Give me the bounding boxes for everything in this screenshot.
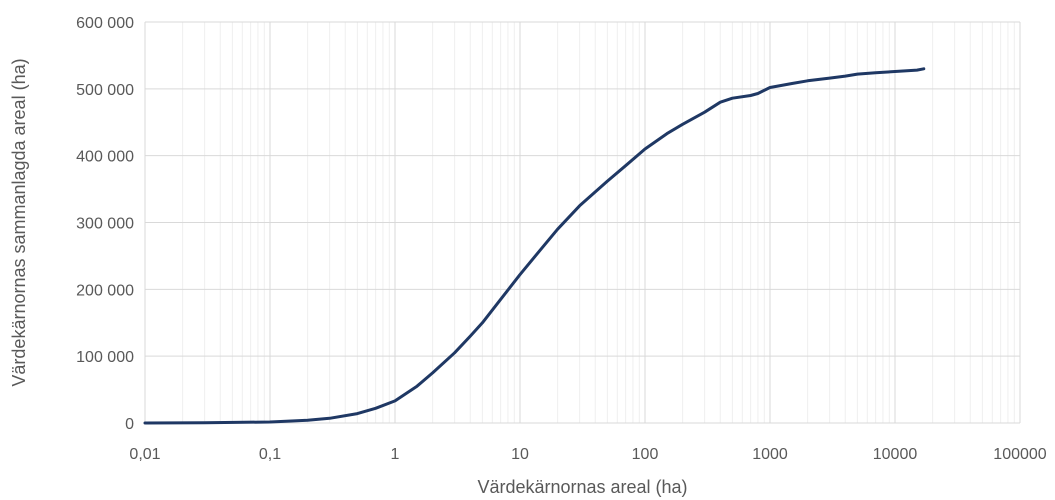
x-tick-label: 10000 (873, 446, 918, 463)
y-tick-label: 0 (125, 416, 134, 433)
y-tick-label: 300 000 (76, 216, 134, 233)
x-tick-label: 1 (391, 446, 400, 463)
y-tick-label: 600 000 (76, 15, 134, 32)
x-tick-labels: 0,01 0,1 1 10 100 1000 10000 100000 (129, 446, 1046, 463)
x-axis-title: Värdekärnornas areal (ha) (477, 477, 687, 497)
y-tick-label: 400 000 (76, 149, 134, 166)
x-tick-label: 100 (632, 446, 659, 463)
x-tick-label: 0,1 (259, 446, 281, 463)
y-axis-title: Värdekärnornas sammanlagda areal (ha) (9, 58, 29, 386)
series-line (143, 67, 926, 425)
y-tick-label: 500 000 (76, 82, 134, 99)
y-tick-label: 100 000 (76, 349, 134, 366)
y-tick-labels: 0 100 000 200 000 300 000 400 000 500 000 600 … (76, 15, 134, 433)
x-tick-label: 10 (511, 446, 529, 463)
x-tick-label: 0,01 (129, 446, 160, 463)
x-tick-label: 100000 (993, 446, 1046, 463)
major-gridlines (144, 21, 1021, 424)
y-tick-label: 200 000 (76, 282, 134, 299)
series-layer (143, 67, 926, 425)
x-tick-label: 1000 (752, 446, 788, 463)
